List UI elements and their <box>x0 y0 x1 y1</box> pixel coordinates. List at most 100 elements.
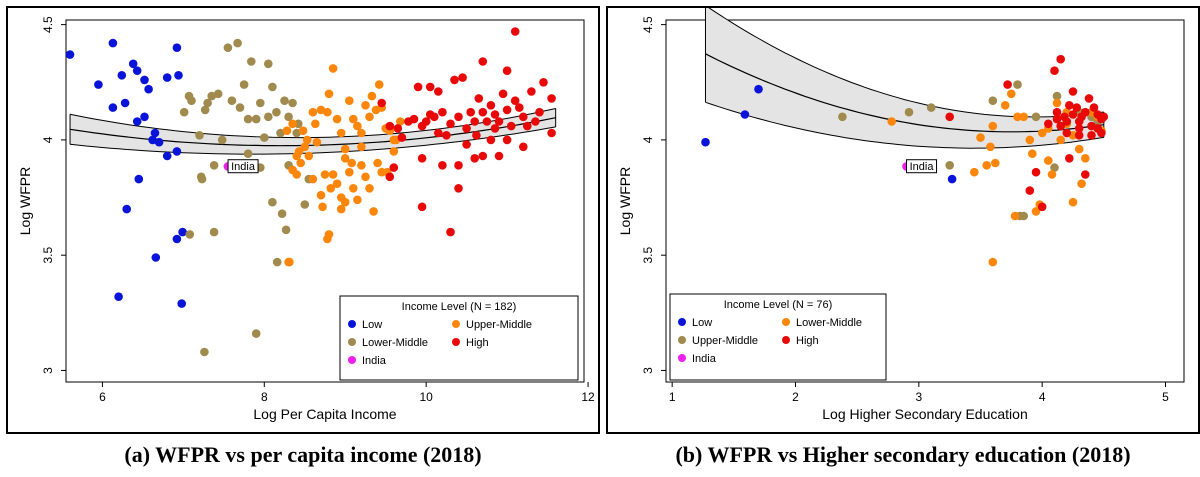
panel-income: 3 3.5 4 4.5 6 8 10 12 Log Per Capita Income Log W… <box>6 6 600 434</box>
data-point-high <box>470 117 480 126</box>
data-point-umid <box>357 128 366 138</box>
data-point-high <box>490 110 500 119</box>
data-point-umid <box>318 202 327 212</box>
data-point-lmid <box>243 149 253 158</box>
scatter-plot-income: 3 3.5 4 4.5 6 8 10 12 Log Per Capita Income Log W… <box>17 16 595 422</box>
x-tick-label: 5 <box>1162 390 1169 404</box>
data-point-lmid <box>185 230 195 239</box>
data-point-umid <box>367 91 377 101</box>
confidence-band <box>705 8 1104 149</box>
data-point-lmid <box>251 114 261 124</box>
y-tick-label: 3 <box>41 367 55 374</box>
data-point-lmid <box>256 98 265 108</box>
data-point-lmid <box>251 329 261 338</box>
data-point-umid <box>887 117 896 126</box>
data-point-umid <box>1019 112 1028 122</box>
data-point-lmid <box>217 135 227 145</box>
y-tick-label: 4.5 <box>641 16 655 33</box>
data-point-umid <box>982 161 991 170</box>
data-point-umid <box>308 107 318 117</box>
data-point-umid <box>345 167 354 177</box>
data-point-umid <box>349 184 358 193</box>
data-point-umid <box>1068 197 1078 207</box>
caption-income: (a) WFPR vs per capita income (2018) <box>124 442 482 467</box>
data-point-high <box>462 140 471 149</box>
data-point-lmid <box>195 131 204 140</box>
data-point-high <box>490 124 500 133</box>
data-point-lmid <box>272 257 282 267</box>
data-point-umid <box>1044 156 1053 165</box>
legend-marker-india <box>678 354 686 362</box>
data-point-high <box>1072 103 1081 112</box>
y-tick-label: 4.5 <box>41 16 55 33</box>
data-point-high <box>466 107 476 117</box>
data-point-umid <box>988 257 998 267</box>
india-annotation-label: India <box>231 161 256 173</box>
data-point-lmid <box>227 96 237 105</box>
data-point-high <box>519 142 528 152</box>
data-point-umid <box>292 151 302 161</box>
data-point-umid <box>332 179 342 188</box>
data-point-lmid <box>197 174 207 184</box>
data-point-umid <box>374 80 384 89</box>
data-point-lmid <box>281 225 291 235</box>
data-point-low <box>162 73 172 82</box>
data-point-umid <box>332 114 342 124</box>
data-point-umid <box>1007 89 1016 99</box>
data-point-high <box>385 172 395 182</box>
data-point-low <box>754 84 763 94</box>
data-point-lmid <box>904 107 914 117</box>
data-point-high <box>472 131 481 140</box>
data-point-high <box>450 75 459 85</box>
data-point-high <box>417 202 427 212</box>
data-point-lmid <box>239 80 249 89</box>
data-point-umid <box>353 121 362 131</box>
data-point-high <box>1074 124 1084 133</box>
data-point-low <box>162 151 172 161</box>
data-point-lmid <box>235 103 245 112</box>
data-point-high <box>1052 114 1062 124</box>
legend-box <box>669 293 887 381</box>
data-point-low <box>120 98 130 108</box>
data-point-low <box>140 112 149 122</box>
y-tick-label: 4 <box>41 136 55 143</box>
data-point-low <box>172 43 182 52</box>
y-tick-label: 3.5 <box>41 247 55 264</box>
band-lower-line <box>705 101 1104 149</box>
data-point-high <box>547 94 556 103</box>
data-point-lmid <box>243 114 253 124</box>
data-point-umid <box>1074 144 1084 154</box>
data-point-umid <box>976 133 985 142</box>
legend-label-high: High <box>796 335 819 347</box>
data-point-umid <box>300 142 310 152</box>
data-point-low <box>114 292 123 302</box>
data-point-umid <box>340 154 350 163</box>
data-point-high <box>1025 186 1035 195</box>
data-point-umid <box>361 172 370 182</box>
legend-label-low: Low <box>692 317 712 329</box>
data-point-high <box>482 117 492 126</box>
data-point-high <box>442 131 451 140</box>
data-point-umid <box>991 158 1000 168</box>
data-point-umid <box>347 158 357 168</box>
india-annotation-box <box>227 159 259 174</box>
y-tick-label: 4 <box>641 136 655 143</box>
x-tick-label: 8 <box>261 390 268 404</box>
data-point-high <box>1052 107 1062 117</box>
legend-marker-high <box>782 336 790 344</box>
data-point-high <box>397 133 407 142</box>
data-point-lmid <box>200 347 209 357</box>
legend-marker-high <box>452 338 460 346</box>
data-point-umid <box>336 128 346 138</box>
data-point-lmid <box>213 89 223 99</box>
data-point-high <box>1031 167 1041 177</box>
data-point-low <box>174 71 183 80</box>
data-point-high <box>377 98 387 108</box>
data-point-high <box>502 66 512 75</box>
data-point-low <box>132 66 142 75</box>
data-point-lmid <box>207 91 216 101</box>
data-point-umid <box>292 170 302 179</box>
data-point-umid <box>389 147 399 156</box>
data-point-high <box>454 184 463 193</box>
data-point-lmid <box>179 107 189 117</box>
